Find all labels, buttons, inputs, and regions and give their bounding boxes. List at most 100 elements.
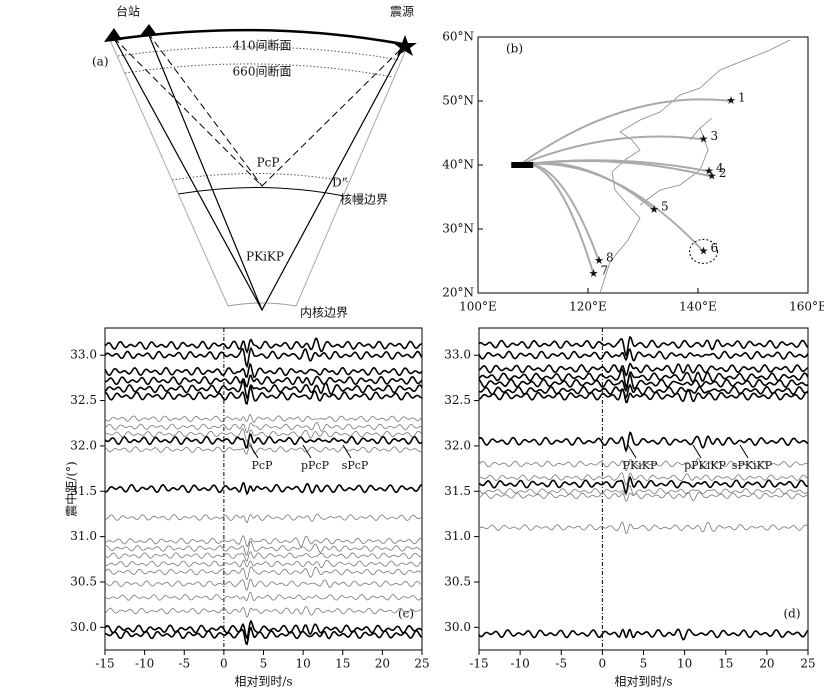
- trace: [104, 591, 423, 602]
- y-tick-label: 31.5: [444, 484, 471, 498]
- source-icon: [393, 35, 417, 56]
- x-tick-label: -15: [95, 657, 114, 671]
- x-tick-label: 10: [677, 657, 692, 671]
- station-cluster: [511, 162, 534, 168]
- y-tick-label: 31.0: [70, 529, 97, 543]
- phase-label: PcP: [252, 459, 274, 472]
- x-axis-label: 相对到时/s: [234, 675, 292, 689]
- y-tick-label: 30.5: [444, 574, 471, 588]
- phase-arrow: [627, 444, 637, 459]
- x-tick-label: -5: [555, 657, 567, 671]
- trace: [104, 379, 423, 400]
- event-marker: ★: [707, 170, 717, 183]
- panel-label: (a): [92, 55, 109, 69]
- event-label: 8: [606, 251, 614, 265]
- event-label: 1: [738, 91, 746, 105]
- trace: [104, 565, 423, 581]
- x-tick-label: 0: [599, 657, 607, 671]
- trace: [104, 540, 423, 556]
- trace: [478, 521, 809, 534]
- x-tick-label: -5: [178, 657, 190, 671]
- x-tick-label: -10: [135, 657, 154, 671]
- trace: [104, 551, 423, 562]
- x-tick-label: 25: [800, 657, 815, 671]
- layer-label: 核幔边界: [340, 192, 388, 207]
- x-tick-label: 0: [220, 657, 228, 671]
- y-tick-label: 31.0: [444, 529, 471, 543]
- y-tick-label: 31.5: [70, 484, 97, 498]
- trace: [104, 619, 423, 641]
- station-icon: [104, 24, 157, 42]
- event-marker: ★: [704, 164, 714, 177]
- trace: [104, 421, 423, 434]
- y-axis-label: 震中距/(°): [64, 461, 79, 516]
- event-marker: ★: [589, 267, 599, 280]
- y-tick-label: 32.0: [70, 438, 97, 452]
- layer-label: 410间断面: [233, 38, 292, 53]
- phase-arrow: [692, 444, 702, 459]
- y-tick-label: 40°N: [442, 158, 474, 172]
- trace: [104, 428, 423, 443]
- layer-label: 内核边界: [300, 306, 348, 320]
- coastline: [599, 39, 791, 294]
- y-tick-label: 50°N: [442, 94, 474, 108]
- ray-path: [519, 162, 705, 253]
- x-tick-label: 160°E: [789, 300, 824, 314]
- phase-label: PKiKP: [246, 250, 284, 264]
- event-marker: ★: [649, 203, 659, 216]
- trace: [478, 431, 809, 453]
- trace: [104, 513, 423, 524]
- y-tick-label: 33.0: [444, 348, 471, 362]
- event-label: 7: [601, 263, 609, 277]
- event-highlight: [689, 238, 718, 264]
- trace: [478, 491, 809, 502]
- x-tick-label: 10: [295, 657, 310, 671]
- trace: [478, 367, 809, 388]
- trace: [478, 388, 809, 404]
- x-tick-label: 15: [335, 657, 350, 671]
- x-tick-label: 20: [759, 657, 774, 671]
- trace: [104, 337, 422, 354]
- y-tick-label: 60°N: [442, 30, 474, 44]
- panel-a-drawing: [104, 24, 417, 312]
- trace: [104, 578, 423, 591]
- x-tick-label: 5: [260, 657, 268, 671]
- x-tick-label: -15: [469, 657, 488, 671]
- trace: [104, 386, 422, 405]
- trace: [478, 475, 809, 495]
- trace: [104, 374, 423, 388]
- event-label: 4: [716, 161, 724, 175]
- x-tick-label: 120°E: [569, 300, 607, 314]
- source-label: 震源: [390, 5, 414, 19]
- d660-line: [124, 63, 394, 78]
- event-marker: ★: [594, 254, 604, 267]
- y-tick-label: 32.0: [444, 438, 471, 452]
- icb-line: [227, 302, 297, 307]
- trace: [478, 372, 809, 393]
- phase-label: pPKiKP: [684, 459, 726, 472]
- trace: [478, 335, 809, 358]
- phase-arrow: [739, 444, 749, 459]
- y-tick-label: 30.5: [70, 574, 97, 588]
- trace: [478, 472, 809, 486]
- x-tick-label: 100°E: [459, 300, 497, 314]
- phase-label: pPcP: [301, 459, 330, 472]
- trace: [104, 535, 423, 548]
- earth-sector: [109, 39, 409, 307]
- x-tick-label: 140°E: [679, 300, 717, 314]
- x-tick-label: -10: [510, 657, 529, 671]
- trace: [478, 362, 809, 377]
- phase-label: PcP: [257, 156, 280, 170]
- trace: [104, 442, 423, 455]
- event-label: 2: [719, 166, 727, 180]
- y-tick-label: 30.0: [70, 620, 97, 634]
- phase-label: sPKiKP: [732, 459, 773, 472]
- trace: [104, 362, 423, 379]
- panel-label: (b): [506, 42, 523, 56]
- event-marker: ★: [726, 94, 736, 107]
- trace: [105, 626, 423, 646]
- phase-arrow: [249, 444, 259, 459]
- x-tick-label: 15: [718, 657, 733, 671]
- x-tick-label: 25: [414, 657, 429, 671]
- ray-path: [518, 135, 704, 166]
